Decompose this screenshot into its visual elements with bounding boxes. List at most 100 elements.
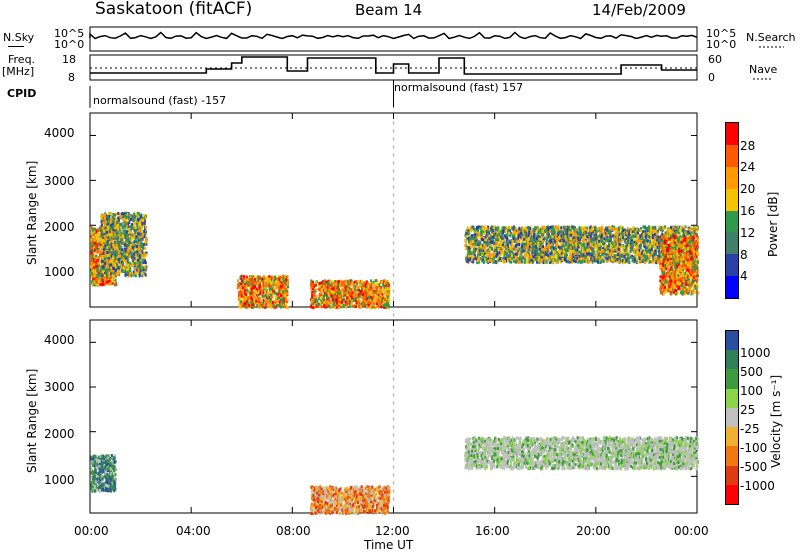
- power-cell: [121, 252, 124, 256]
- power-cell: [131, 214, 134, 218]
- power-cell: [253, 289, 256, 293]
- power-cell: [107, 225, 110, 229]
- power-cell: [124, 243, 127, 247]
- power-cell: [264, 300, 267, 304]
- power-cell: [107, 212, 110, 215]
- power-cell: [111, 218, 114, 222]
- power-cell: [143, 219, 146, 223]
- power-cell: [128, 266, 131, 270]
- power-cell: [241, 303, 244, 307]
- power-cell: [97, 264, 100, 268]
- power-cell: [122, 251, 125, 255]
- power-cell: [123, 255, 126, 259]
- power-cell: [286, 275, 289, 278]
- power-cell: [364, 294, 366, 298]
- power-cell: [359, 290, 362, 293]
- power-cell: [108, 253, 111, 257]
- power-cell: [106, 251, 109, 254]
- power-cell: [111, 266, 114, 270]
- power-cell: [104, 282, 107, 286]
- nsky-trace: [89, 31, 698, 40]
- cpid-label: CPID: [7, 87, 37, 100]
- power-cell: [264, 293, 267, 297]
- power-cell: [107, 220, 110, 224]
- power-cell: [243, 275, 245, 279]
- power-cell: [90, 237, 93, 241]
- power-cell: [137, 240, 140, 244]
- power-cell: [130, 252, 133, 255]
- power-cell: [137, 232, 140, 236]
- power-cell: [113, 254, 116, 258]
- power-cell: [126, 270, 129, 274]
- power-cell: [117, 235, 120, 239]
- power-cell: [374, 279, 377, 283]
- power-cell: [90, 226, 93, 230]
- power-cell: [264, 290, 267, 294]
- power-cell: [104, 244, 107, 248]
- power-cell: [270, 277, 273, 281]
- power-cell: [102, 275, 105, 279]
- power-cell: [345, 305, 348, 309]
- power-cell: [367, 284, 370, 288]
- power-cell: [113, 234, 115, 237]
- power-cell: [123, 212, 126, 216]
- power-cell: [117, 243, 120, 247]
- power-cell: [97, 275, 100, 278]
- power-cell: [104, 226, 107, 230]
- power-cell: [100, 241, 103, 245]
- power-cell: [383, 294, 386, 298]
- power-cell: [125, 252, 127, 256]
- power-cell: [129, 247, 132, 251]
- power-cell: [91, 279, 94, 283]
- power-cell: [97, 239, 100, 243]
- power-cell: [286, 306, 289, 309]
- power-cell: [134, 244, 137, 247]
- power-cell: [120, 265, 123, 269]
- power-cell: [284, 275, 286, 279]
- power-cell: [344, 280, 347, 284]
- xtick: 16:00: [475, 524, 510, 538]
- power-cell: [109, 248, 112, 252]
- power-cell: [120, 243, 123, 247]
- power-cell: [244, 289, 246, 293]
- freq-tick-top: 18: [62, 53, 76, 66]
- power-cell: [120, 238, 123, 242]
- power-cell: [136, 242, 139, 246]
- power-cell: [141, 266, 144, 270]
- power-cell: [357, 292, 360, 296]
- power-cell: [94, 241, 97, 245]
- power-cell: [98, 272, 101, 276]
- power-cell: [361, 280, 363, 284]
- power-scale-tick: 16: [740, 204, 756, 218]
- power-cell: [144, 232, 147, 236]
- power-cell: [93, 238, 96, 242]
- power-cell: [140, 241, 143, 245]
- power-cell: [126, 233, 129, 237]
- power-cell: [127, 212, 130, 216]
- power-cell: [118, 259, 120, 263]
- power-cell: [266, 293, 269, 297]
- power-cell: [127, 263, 130, 267]
- power-cell: [372, 299, 375, 303]
- power-cell: [238, 291, 241, 294]
- power-cell: [141, 254, 144, 258]
- power-cell: [142, 268, 145, 272]
- power-cell: [90, 259, 93, 263]
- power-scale-tick: 24: [740, 160, 756, 174]
- power-cell: [119, 263, 122, 267]
- power-cell: [279, 293, 282, 297]
- power-cell: [138, 212, 141, 216]
- power-cell: [107, 244, 110, 248]
- power-cell: [350, 303, 353, 307]
- power-cell: [101, 217, 104, 220]
- power-cell: [106, 274, 109, 278]
- power-cell: [122, 229, 125, 233]
- power-cell: [356, 295, 359, 299]
- power-cell: [368, 289, 371, 293]
- power-cell: [331, 294, 334, 298]
- power-cell: [91, 231, 94, 235]
- power-cell: [102, 239, 105, 242]
- power-cell: [145, 240, 148, 244]
- velocity-scale-tick: -500: [740, 460, 768, 474]
